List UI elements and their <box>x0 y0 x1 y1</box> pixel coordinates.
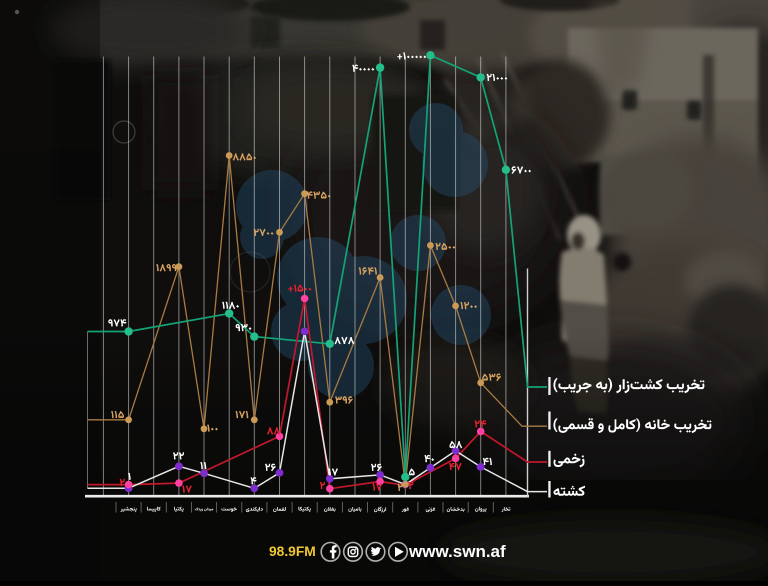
svg-text:www.swn.af: www.swn.af <box>408 542 506 561</box>
svg-text:98.9FM: 98.9FM <box>269 544 316 559</box>
